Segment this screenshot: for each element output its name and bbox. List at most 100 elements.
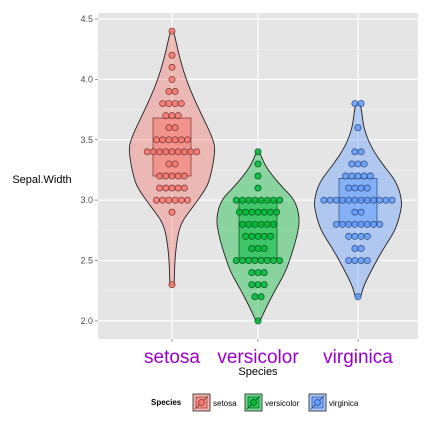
data-point-versicolor: [260, 281, 268, 289]
data-point-virginica: [351, 184, 359, 192]
data-point-setosa: [156, 148, 164, 156]
data-point-setosa: [159, 196, 167, 204]
legend-label-versicolor: versicolor: [265, 399, 300, 408]
data-point-versicolor: [260, 232, 268, 240]
data-point-versicolor: [260, 244, 268, 252]
data-point-setosa: [174, 148, 182, 156]
data-point-setosa: [165, 100, 173, 108]
data-point-versicolor: [248, 281, 256, 289]
y-tick-label: 2.5: [80, 256, 93, 266]
data-point-setosa: [156, 172, 164, 180]
data-point-virginica: [354, 160, 362, 168]
data-point-setosa: [165, 196, 173, 204]
violin-group-versicolor: [216, 148, 300, 325]
data-point-versicolor: [270, 220, 277, 228]
violins: [128, 27, 402, 325]
data-point-setosa: [143, 148, 151, 156]
data-point-versicolor: [248, 232, 256, 240]
data-point-virginica: [357, 184, 365, 192]
data-point-versicolor: [254, 317, 262, 325]
data-point-virginica: [357, 244, 365, 252]
data-point-setosa: [165, 136, 173, 144]
data-point-virginica: [351, 208, 359, 216]
legend: Species setosa versicolor virginica: [151, 393, 359, 412]
data-point-setosa: [168, 281, 176, 289]
data-point-setosa: [153, 136, 160, 144]
x-tick-label: versicolor: [217, 347, 299, 368]
data-point-virginica: [351, 100, 359, 108]
data-point-virginica: [357, 100, 365, 108]
data-point-versicolor: [251, 196, 259, 204]
data-point-virginica: [351, 232, 359, 240]
data-point-setosa: [168, 75, 176, 83]
data-point-setosa: [177, 100, 185, 108]
data-point-versicolor: [245, 220, 253, 228]
x-axis-title: Species: [238, 366, 278, 378]
data-point-virginica: [354, 293, 362, 301]
data-point-versicolor: [254, 244, 262, 252]
data-point-setosa: [165, 160, 173, 168]
data-point-virginica: [363, 257, 371, 264]
data-point-virginica: [357, 220, 365, 228]
data-point-virginica: [363, 196, 371, 204]
legend-key-dot: [250, 399, 257, 406]
data-point-versicolor: [266, 232, 274, 240]
data-point-setosa: [165, 124, 173, 132]
data-point-setosa: [162, 172, 170, 180]
data-point-versicolor: [276, 257, 284, 264]
data-point-versicolor: [257, 220, 265, 228]
data-point-virginica: [351, 244, 359, 252]
data-point-versicolor: [260, 269, 268, 277]
data-point-versicolor: [270, 257, 277, 264]
data-point-virginica: [345, 220, 353, 228]
data-point-virginica: [360, 172, 368, 180]
data-point-setosa: [174, 112, 182, 120]
data-point-versicolor: [263, 257, 271, 264]
data-point-setosa: [156, 184, 164, 192]
data-point-setosa: [168, 148, 176, 156]
data-point-virginica: [339, 220, 346, 228]
data-point-virginica: [354, 172, 362, 180]
violin-group-setosa: [128, 27, 216, 289]
data-point-versicolor: [239, 220, 246, 228]
x-tick-label: virginica: [323, 347, 393, 368]
y-axis-title: Sepal.Width: [12, 174, 71, 186]
data-point-versicolor: [254, 160, 262, 168]
data-point-virginica: [366, 172, 374, 180]
data-point-versicolor: [257, 257, 265, 264]
data-point-setosa: [162, 148, 170, 156]
data-point-versicolor: [263, 196, 271, 204]
data-point-setosa: [168, 208, 176, 216]
data-point-versicolor: [273, 208, 281, 216]
data-point-setosa: [159, 136, 167, 144]
data-point-versicolor: [254, 172, 262, 180]
data-point-versicolor: [242, 208, 250, 216]
data-point-versicolor: [232, 196, 240, 204]
data-point-versicolor: [260, 208, 268, 216]
data-point-virginica: [339, 196, 346, 204]
data-point-virginica: [376, 220, 384, 228]
data-point-virginica: [351, 196, 359, 204]
data-point-versicolor: [248, 244, 256, 252]
violin-group-virginica: [314, 100, 402, 301]
data-point-setosa: [171, 100, 179, 108]
data-point-versicolor: [254, 281, 262, 289]
data-point-virginica: [345, 257, 353, 264]
data-point-virginica: [376, 196, 384, 204]
data-point-versicolor: [251, 293, 259, 301]
data-point-versicolor: [245, 196, 253, 204]
data-point-setosa: [168, 27, 176, 35]
data-point-virginica: [370, 220, 377, 228]
data-point-setosa: [171, 88, 179, 95]
legend-label-virginica: virginica: [329, 399, 359, 408]
y-tick-label: 2.0: [80, 316, 93, 326]
data-point-versicolor: [257, 196, 265, 204]
data-point-virginica: [345, 184, 353, 192]
data-point-setosa: [177, 136, 185, 144]
y-tick-label: 3.5: [80, 135, 93, 145]
data-point-setosa: [180, 172, 188, 180]
data-point-setosa: [162, 112, 170, 120]
data-point-setosa: [159, 100, 167, 108]
data-point-setosa: [168, 51, 176, 59]
data-point-virginica: [357, 196, 365, 204]
